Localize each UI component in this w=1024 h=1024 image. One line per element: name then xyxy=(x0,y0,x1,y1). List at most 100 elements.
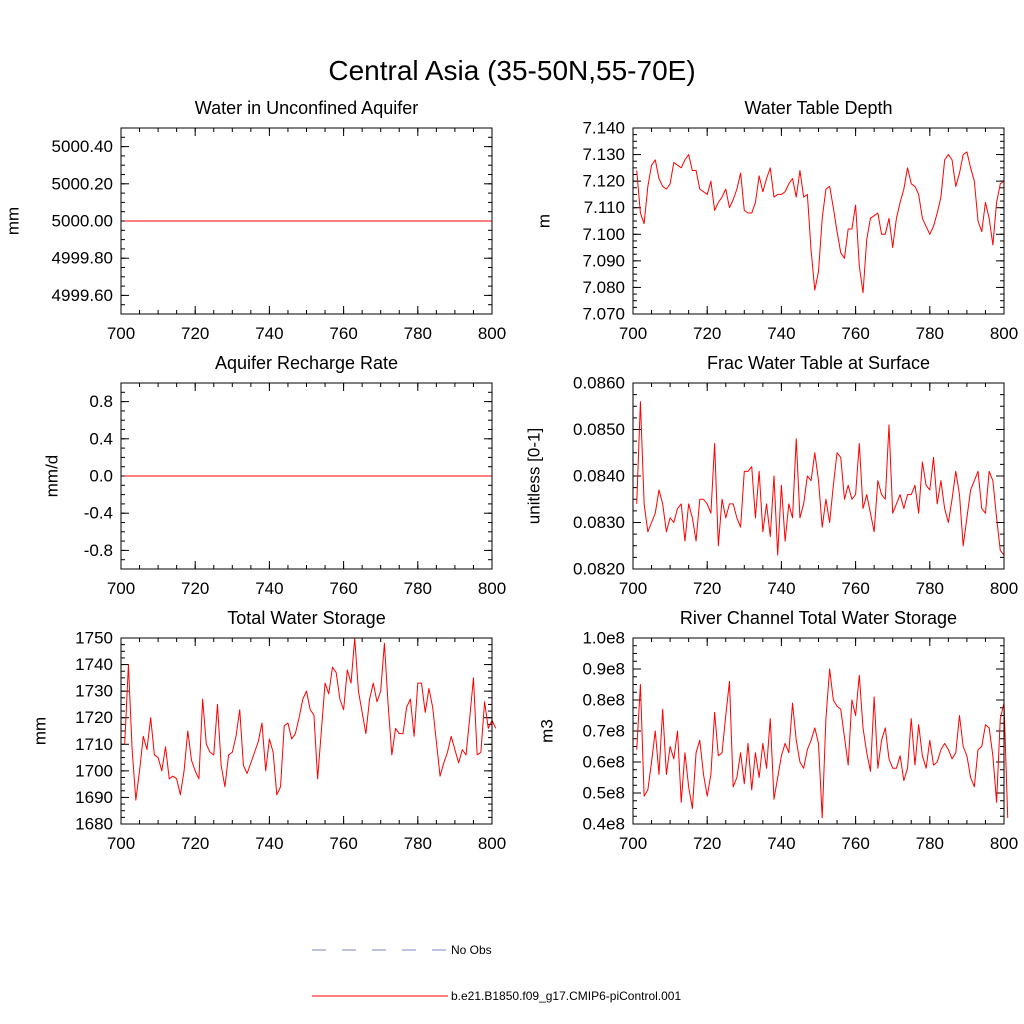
y-tick-label: 5000.40 xyxy=(52,137,113,156)
y-tick-label: 1740 xyxy=(75,655,113,674)
y-tick-label: 0.8e8 xyxy=(582,691,625,710)
panel-water-table-depth: Water Table Depth m 700 720 740 760 780 800 7.07… xyxy=(535,98,1019,343)
x-tick-label: 740 xyxy=(255,579,283,598)
x-tick-label: 700 xyxy=(619,324,647,343)
total-water-storage-ylabel: mm xyxy=(31,717,50,745)
x-tick-label: 760 xyxy=(329,579,357,598)
x-tick-label: 720 xyxy=(693,324,721,343)
x-tick-label: 700 xyxy=(619,579,647,598)
frac-water-table-title: Frac Water Table at Surface xyxy=(707,353,930,373)
legend: No Obs b.e21.B1850.f09_g17.CMIP6-piContro… xyxy=(312,943,681,1003)
frac-water-table-ylabel: unitless [0-1] xyxy=(525,428,544,524)
total-water-storage-series-line xyxy=(124,637,497,801)
y-tick-label: 7.120 xyxy=(582,172,625,191)
x-tick-label: 740 xyxy=(767,579,795,598)
y-tick-label: 7.140 xyxy=(582,119,625,138)
x-tick-label: 780 xyxy=(404,834,432,853)
x-tick-label: 760 xyxy=(841,834,869,853)
panel-recharge-rate: Aquifer Recharge Rate mm/d 700 720 740 760 780… xyxy=(43,353,507,598)
y-tick-label: 4999.80 xyxy=(52,249,113,268)
x-tick-label: 800 xyxy=(478,834,506,853)
x-tick-label: 740 xyxy=(255,324,283,343)
legend-label-no-obs: No Obs xyxy=(451,943,492,957)
frac-water-table-series-line xyxy=(636,401,1005,556)
x-tick-label: 760 xyxy=(841,324,869,343)
recharge-rate-ylabel: mm/d xyxy=(43,455,62,498)
total-water-storage-title: Total Water Storage xyxy=(227,608,385,628)
panel-frac-water-table: Frac Water Table at Surface unitless [0-1… xyxy=(525,353,1019,598)
x-tick-label: 760 xyxy=(329,834,357,853)
y-tick-label: 0.0 xyxy=(89,467,113,486)
y-tick-label: 0.9e8 xyxy=(582,660,625,679)
panel-total-water-storage: Total Water Storage mm 700 720 740 760 780 800 1… xyxy=(31,608,507,853)
x-tick-label: 700 xyxy=(619,834,647,853)
y-tick-label: 5000.20 xyxy=(52,174,113,193)
x-tick-label: 780 xyxy=(916,579,944,598)
x-tick-label: 780 xyxy=(916,834,944,853)
y-tick-label: 1690 xyxy=(75,788,113,807)
water-table-depth-frame xyxy=(632,127,1005,315)
water-table-depth-title: Water Table Depth xyxy=(744,98,892,118)
water-table-depth-ylabel: m xyxy=(535,214,554,228)
x-tick-label: 740 xyxy=(255,834,283,853)
y-tick-label: 0.0820 xyxy=(573,560,625,579)
y-tick-label: 1730 xyxy=(75,682,113,701)
y-tick-label: 0.0850 xyxy=(573,420,625,439)
x-tick-label: 800 xyxy=(478,324,506,343)
y-tick-label: 0.0830 xyxy=(573,513,625,532)
y-tick-label: 0.6e8 xyxy=(582,753,625,772)
x-tick-label: 700 xyxy=(107,579,135,598)
y-tick-label: 0.5e8 xyxy=(582,784,625,803)
x-tick-label: 780 xyxy=(404,579,432,598)
aquifer-water-ylabel: mm xyxy=(4,207,23,235)
y-tick-label: 0.8 xyxy=(89,392,113,411)
legend-label-model: b.e21.B1850.f09_g17.CMIP6-piControl.001 xyxy=(451,989,681,1003)
x-tick-label: 800 xyxy=(990,579,1018,598)
frac-water-table-frame xyxy=(632,382,1005,570)
panel-aquifer-water: Water in Unconfined Aquifer mm 700 720 740 76… xyxy=(4,98,507,343)
y-tick-label: 1710 xyxy=(75,735,113,754)
y-tick-label: -0.4 xyxy=(84,504,113,523)
y-tick-label: 1750 xyxy=(75,629,113,648)
river-channel-storage-ylabel: m3 xyxy=(538,719,557,743)
y-tick-label: 5000.00 xyxy=(52,212,113,231)
x-tick-label: 700 xyxy=(107,834,135,853)
x-tick-label: 740 xyxy=(767,324,795,343)
river-channel-storage-frame xyxy=(632,637,1005,825)
total-water-storage-frame xyxy=(120,637,493,825)
x-tick-label: 720 xyxy=(693,579,721,598)
x-tick-label: 760 xyxy=(841,579,869,598)
river-channel-storage-title: River Channel Total Water Storage xyxy=(680,608,957,628)
y-tick-label: 7.090 xyxy=(582,251,625,270)
y-tick-label: 7.070 xyxy=(582,305,625,324)
figure-title: Central Asia (35-50N,55-70E) xyxy=(328,55,695,86)
y-tick-label: 0.4 xyxy=(89,429,113,448)
x-tick-label: 800 xyxy=(990,834,1018,853)
x-tick-label: 780 xyxy=(916,324,944,343)
y-tick-label: 1700 xyxy=(75,761,113,780)
x-tick-label: 720 xyxy=(693,834,721,853)
y-tick-label: 1680 xyxy=(75,815,113,834)
y-tick-label: 7.110 xyxy=(584,198,625,217)
x-tick-label: 700 xyxy=(107,324,135,343)
water-table-depth-series-line xyxy=(636,151,1005,294)
y-tick-label: 0.7e8 xyxy=(582,722,625,741)
aquifer-water-frame xyxy=(120,127,493,315)
x-tick-label: 780 xyxy=(404,324,432,343)
y-tick-label: 0.4e8 xyxy=(582,815,625,834)
aquifer-water-title: Water in Unconfined Aquifer xyxy=(195,98,418,118)
x-tick-label: 720 xyxy=(181,579,209,598)
y-tick-label: 7.130 xyxy=(582,145,625,164)
panel-river-channel-storage: River Channel Total Water Storage m3 700 72… xyxy=(538,608,1019,853)
y-tick-label: 7.100 xyxy=(582,225,625,244)
x-tick-label: 760 xyxy=(329,324,357,343)
river-channel-storage-series-line xyxy=(636,668,1009,819)
y-tick-label: 7.080 xyxy=(582,278,625,297)
x-tick-label: 720 xyxy=(181,324,209,343)
recharge-rate-frame xyxy=(120,382,493,570)
x-tick-label: 800 xyxy=(478,579,506,598)
y-tick-label: 0.0840 xyxy=(573,467,625,486)
y-tick-label: 4999.60 xyxy=(52,286,113,305)
y-tick-label: -0.8 xyxy=(84,541,113,560)
